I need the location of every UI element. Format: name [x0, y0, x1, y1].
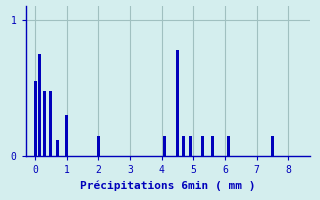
Bar — [271, 136, 274, 156]
Bar — [97, 136, 100, 156]
Bar — [56, 140, 59, 156]
Bar — [164, 136, 166, 156]
Bar — [65, 115, 68, 156]
Bar — [38, 54, 41, 156]
Bar — [189, 136, 192, 156]
Bar — [227, 136, 229, 156]
Bar — [50, 91, 52, 156]
Bar — [43, 91, 46, 156]
Bar — [211, 136, 214, 156]
Bar — [182, 136, 185, 156]
Bar — [176, 50, 179, 156]
X-axis label: Précipitations 6min ( mm ): Précipitations 6min ( mm ) — [80, 181, 256, 191]
Bar — [201, 136, 204, 156]
Bar — [34, 81, 36, 156]
